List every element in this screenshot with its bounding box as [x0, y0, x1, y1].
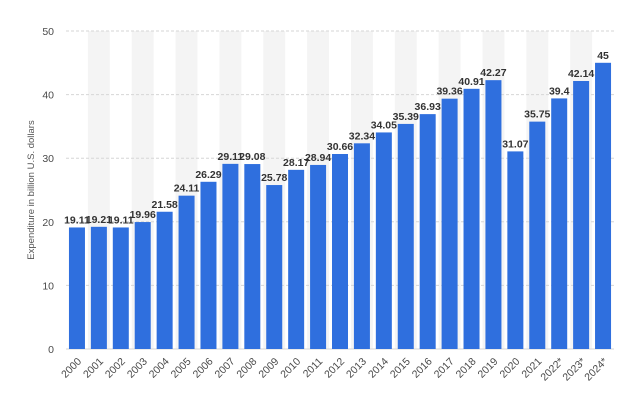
x-tick-label: 2018 — [454, 356, 479, 381]
bar[interactable] — [419, 114, 436, 349]
bar-value-label: 32.34 — [349, 130, 375, 142]
y-tick-label: 0 — [48, 344, 54, 356]
x-tick-label: 2011 — [301, 356, 326, 381]
x-tick-label: 2019 — [476, 356, 501, 381]
bars — [68, 62, 612, 350]
bar-value-label: 28.94 — [305, 152, 331, 164]
bar-value-label: 39.4 — [549, 85, 570, 97]
bar[interactable] — [244, 164, 261, 349]
bar-value-label: 30.66 — [327, 141, 353, 153]
x-tick-label: 2005 — [169, 356, 194, 381]
bar-value-label: 42.14 — [568, 68, 594, 80]
bar[interactable] — [441, 98, 458, 349]
y-axis-ticks: 0 10 20 30 40 50 — [42, 26, 54, 356]
bar[interactable] — [485, 80, 502, 349]
x-tick-label: 2024* — [582, 356, 610, 384]
bar[interactable] — [112, 227, 129, 349]
bar-value-label: 40.91 — [458, 76, 484, 88]
x-tick-label: 2022* — [538, 356, 566, 384]
bar[interactable] — [507, 151, 524, 349]
x-tick-label: 2000 — [59, 356, 84, 381]
y-tick-label: 40 — [42, 90, 54, 102]
bar-value-label: 36.93 — [415, 101, 441, 113]
x-axis-ticks: 2000200120022003200420052006200720082009… — [59, 356, 610, 384]
x-tick-label: 2001 — [81, 356, 106, 381]
bar-value-label: 19.96 — [130, 209, 156, 221]
bar-value-label: 21.58 — [151, 199, 177, 211]
bar-value-label: 45 — [597, 50, 609, 62]
bar[interactable] — [68, 227, 85, 349]
bar-value-label: 28.17 — [283, 157, 309, 169]
bar[interactable] — [353, 143, 370, 349]
bar[interactable] — [573, 80, 590, 350]
bar-value-label: 39.36 — [436, 86, 462, 98]
x-tick-label: 2009 — [256, 356, 281, 381]
bar[interactable] — [463, 88, 480, 349]
y-tick-label: 20 — [42, 217, 54, 229]
x-tick-label: 2014 — [366, 356, 391, 381]
bar[interactable] — [288, 169, 305, 349]
bar-value-label: 29.08 — [239, 151, 265, 163]
bar-value-label: 29.11 — [218, 151, 244, 163]
bar[interactable] — [551, 98, 568, 349]
x-tick-label: 2016 — [410, 356, 435, 381]
bar[interactable] — [529, 121, 546, 349]
bar-value-label: 19.21 — [86, 214, 112, 226]
x-tick-label: 2007 — [213, 356, 238, 381]
bar[interactable] — [222, 163, 239, 349]
x-tick-label: 2002 — [103, 356, 128, 381]
bar[interactable] — [331, 154, 349, 349]
x-tick-label: 2012 — [322, 356, 347, 381]
bar[interactable] — [266, 185, 283, 349]
bar[interactable] — [90, 226, 107, 349]
x-tick-label: 2010 — [278, 356, 303, 381]
x-tick-label: 2017 — [432, 356, 457, 381]
bar-value-label: 19.11 — [64, 214, 90, 226]
x-tick-label: 2020 — [497, 356, 522, 381]
bar[interactable] — [310, 164, 327, 349]
bar[interactable] — [134, 222, 151, 349]
bar[interactable] — [156, 211, 173, 349]
y-tick-label: 10 — [42, 280, 54, 292]
bar[interactable] — [397, 123, 414, 349]
x-tick-label: 2013 — [344, 356, 369, 381]
y-axis-title: Expenditure in billion U.S. dollars — [26, 120, 37, 260]
bar[interactable] — [375, 132, 392, 349]
x-tick-label: 2008 — [234, 356, 259, 381]
data-labels: 19.1119.2119.1119.9621.5824.1126.2929.11… — [64, 50, 609, 227]
x-tick-label: 2004 — [147, 356, 172, 381]
y-tick-label: 30 — [42, 153, 54, 165]
bar-value-label: 35.75 — [524, 109, 550, 121]
bar[interactable] — [595, 62, 612, 350]
y-tick-label: 50 — [42, 26, 54, 38]
bar[interactable] — [178, 195, 195, 349]
bar-value-label: 31.07 — [502, 138, 528, 150]
bar-value-label: 25.78 — [261, 172, 287, 184]
bar-value-label: 34.05 — [371, 119, 397, 131]
bar-value-label: 26.29 — [195, 169, 221, 181]
bar-value-label: 42.27 — [480, 67, 506, 79]
x-tick-label: 2003 — [125, 356, 150, 381]
bar[interactable] — [200, 181, 217, 349]
bar-value-label: 19.11 — [108, 214, 134, 226]
bar-value-label: 24.11 — [174, 183, 200, 195]
bar-value-label: 35.39 — [393, 111, 419, 123]
x-tick-label: 2006 — [191, 356, 216, 381]
x-tick-label: 2023* — [560, 356, 588, 384]
x-tick-label: 2015 — [388, 356, 413, 381]
